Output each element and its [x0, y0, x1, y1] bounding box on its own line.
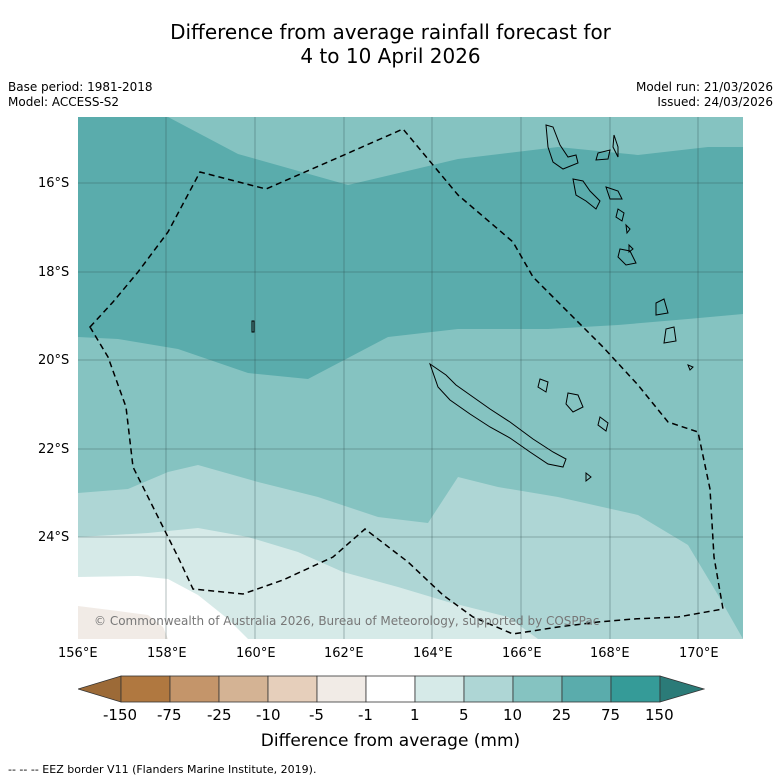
vanuatu-2 — [595, 134, 619, 161]
meta-left: Base period: 1981-2018 Model: ACCESS-S2 — [8, 80, 153, 110]
eez-footnote: -- -- -- EEZ border V11 (Flanders Marine… — [8, 763, 317, 776]
lon-label-164e: 164°E — [413, 646, 453, 661]
colorbar-low-arrow — [78, 675, 122, 703]
colorbar-bin — [610, 675, 661, 703]
colorbar-bin — [218, 675, 269, 703]
colorbar-bin — [316, 675, 367, 703]
chesterfield — [251, 320, 255, 333]
cbar-tick: -1 — [358, 706, 373, 724]
colorbar-bin — [512, 675, 563, 703]
colorbar — [78, 675, 705, 703]
cbar-tick: -5 — [309, 706, 324, 724]
loyalty-islands — [537, 378, 609, 483]
graticule — [78, 117, 743, 639]
lon-label-162e: 162°E — [324, 646, 364, 661]
title-line-1: Difference from average rainfall forecas… — [170, 20, 611, 44]
cbar-tick: -10 — [256, 706, 281, 724]
lon-label-156e: 156°E — [58, 646, 98, 661]
zone-25-75-north — [78, 117, 743, 379]
cbar-tick: 150 — [645, 706, 674, 724]
colorbar-bin — [120, 675, 171, 703]
colorbar-bin — [169, 675, 220, 703]
lon-label-158e: 158°E — [147, 646, 187, 661]
lon-label-168e: 168°E — [590, 646, 630, 661]
colorbar-high-arrow — [659, 675, 705, 703]
vanuatu-3 — [572, 178, 623, 210]
coastlines — [251, 124, 694, 483]
rainfall-map — [78, 117, 743, 639]
model-name: Model: ACCESS-S2 — [8, 95, 120, 109]
lat-label-16s: 16°S — [38, 176, 70, 191]
meta-right: Model run: 21/03/2026 Issued: 24/03/2026 — [636, 80, 773, 110]
lon-label-170e: 170°E — [679, 646, 719, 661]
cbar-tick: -75 — [157, 706, 182, 724]
cbar-tick: 75 — [601, 706, 621, 724]
vanuatu-4 — [615, 208, 634, 253]
title-line-2: 4 to 10 April 2026 — [300, 44, 481, 68]
colorbar-bin — [463, 675, 514, 703]
colorbar-bin — [267, 675, 318, 703]
model-run: Model run: 21/03/2026 — [635, 80, 773, 94]
cbar-tick: 10 — [503, 706, 523, 724]
colorbar-bin — [414, 675, 465, 703]
lat-label-24s: 24°S — [38, 530, 70, 545]
new-caledonia — [429, 362, 567, 468]
lon-label-160e: 160°E — [236, 646, 276, 661]
lat-label-20s: 20°S — [38, 353, 70, 368]
copyright-notice: © Commonwealth of Australia 2026, Bureau… — [94, 614, 600, 628]
vanuatu-5 — [617, 248, 637, 266]
cbar-tick: 25 — [552, 706, 572, 724]
cbar-tick: 5 — [459, 706, 469, 724]
cbar-tick: -150 — [103, 706, 138, 724]
colorbar-label: Difference from average (mm) — [260, 731, 521, 751]
colorbar-bin — [365, 675, 416, 703]
loyalty-north — [655, 298, 694, 371]
lat-label-22s: 22°S — [38, 442, 70, 457]
cbar-tick: -25 — [207, 706, 232, 724]
base-period: Base period: 1981-2018 — [8, 80, 153, 94]
map-title: Difference from average rainfall forecas… — [0, 20, 781, 68]
issued-date: Issued: 24/03/2026 — [657, 95, 773, 109]
cbar-tick: 1 — [410, 706, 420, 724]
lon-label-166e: 166°E — [502, 646, 542, 661]
lat-label-18s: 18°S — [38, 265, 70, 280]
zone-minus5-minus1 — [78, 606, 168, 639]
eez-border — [89, 128, 724, 635]
vanuatu-1 — [545, 124, 579, 170]
colorbar-bin — [561, 675, 612, 703]
